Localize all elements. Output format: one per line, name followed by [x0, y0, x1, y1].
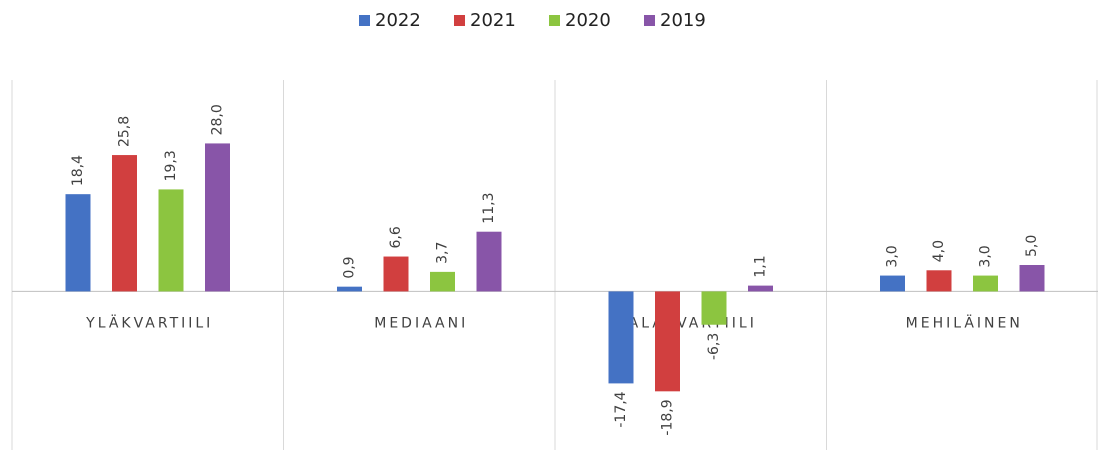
legend-swatch: [454, 15, 465, 26]
data-label: 28,0: [210, 104, 226, 135]
legend-swatch: [549, 15, 560, 26]
x-tick-label: MEHILÄINEN: [906, 313, 1023, 331]
bar: [880, 275, 905, 292]
bar: [383, 256, 409, 292]
data-label: 4,0: [931, 240, 947, 262]
bar: [701, 291, 727, 325]
bar: [112, 155, 137, 292]
x-tick-label: ALAKVARTIILI: [629, 315, 757, 331]
legend-swatch: [359, 15, 370, 26]
bar: [608, 291, 634, 384]
legend-label: 2020: [565, 10, 611, 31]
bar: [430, 271, 455, 292]
data-label: 3,0: [885, 245, 901, 267]
bar: [476, 231, 502, 292]
data-label: 18,4: [70, 155, 86, 186]
data-label: -17,4: [613, 391, 629, 427]
x-tick-label: YLÄKVARTIILI: [85, 313, 213, 331]
bar: [748, 285, 773, 292]
data-label: 25,8: [117, 116, 133, 147]
data-label: 11,3: [481, 193, 497, 224]
bar: [337, 286, 362, 292]
bar: [158, 189, 184, 292]
legend-label: 2019: [660, 10, 706, 31]
data-label: 6,6: [388, 226, 404, 248]
bar: [65, 194, 91, 292]
data-label: 19,3: [163, 150, 179, 181]
data-label: 3,7: [435, 242, 451, 264]
data-label: -18,9: [660, 399, 676, 435]
bar: [205, 143, 230, 292]
x-tick-label: MEDIAANI: [374, 315, 468, 331]
data-label: -6,3: [706, 333, 722, 360]
data-label: 1,1: [753, 255, 769, 277]
legend-swatch: [644, 15, 655, 26]
bar: [926, 270, 952, 292]
data-label: 3,0: [978, 245, 994, 267]
bar: [973, 275, 998, 292]
legend-label: 2021: [470, 10, 516, 31]
bar: [655, 291, 680, 392]
data-label: 0,9: [342, 256, 358, 278]
data-label: 5,0: [1024, 235, 1040, 257]
bar: [1019, 265, 1045, 292]
legend-label: 2022: [375, 10, 421, 31]
